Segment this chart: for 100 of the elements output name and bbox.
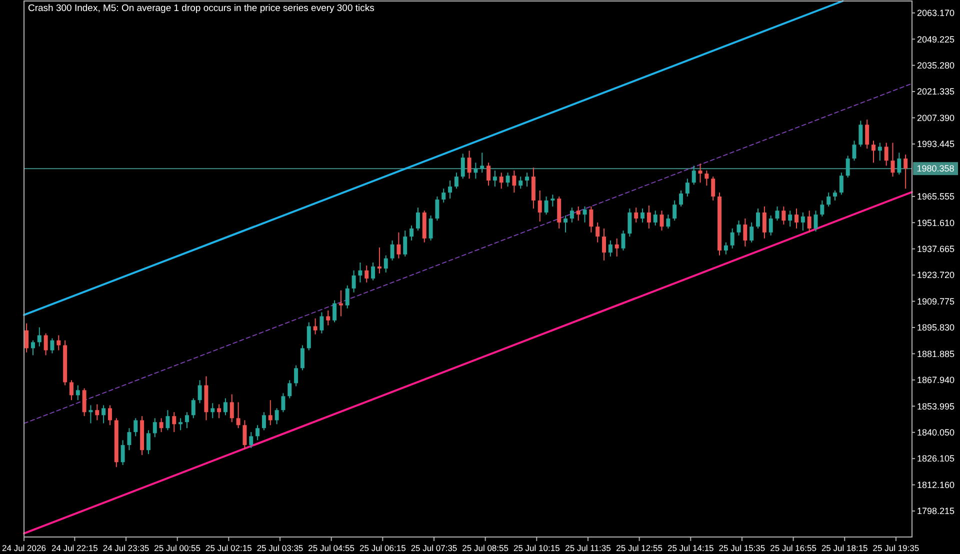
candlestick (904, 154, 908, 190)
candlestick (640, 208, 645, 223)
y-tick-label: 1826.105 (917, 454, 955, 464)
candlestick (846, 155, 850, 178)
x-tick-label: 25 Jul 06:15 (360, 542, 406, 553)
candlestick (102, 404, 106, 424)
y-tick-label: 1881.885 (917, 348, 955, 359)
candlestick (159, 418, 164, 433)
y-tick-label: 2049.225 (917, 34, 955, 44)
y-tick-label: 1937.665 (917, 244, 955, 254)
y-tick-label: 1909.775 (917, 296, 955, 306)
candlestick (800, 212, 805, 232)
candlestick (762, 206, 766, 239)
candlestick (826, 192, 831, 207)
candlestick (332, 300, 337, 323)
y-tick-label: 2063.170 (917, 8, 955, 18)
chart-title: Crash 300 Index, M5: On average 1 drop occurs in the price series every 300 ticks (28, 3, 375, 14)
candlestick (198, 380, 202, 404)
candlestick (396, 232, 401, 259)
y-tick-label: 2035.280 (917, 60, 955, 70)
candlestick (256, 424, 260, 441)
x-tick-label: 24 Jul 2026 (2, 542, 46, 553)
candlestick (858, 120, 863, 148)
candlestick (564, 215, 568, 233)
candlestick (518, 176, 523, 190)
candlestick (152, 418, 157, 438)
candlestick (589, 206, 594, 233)
candlestick (621, 230, 626, 251)
candlestick (82, 388, 86, 417)
candlestick (50, 338, 54, 354)
candlestick (685, 178, 690, 198)
ref-line-label: 1980.358 (916, 164, 954, 174)
candlestick (210, 402, 215, 419)
candlestick (576, 206, 580, 222)
candlestick (512, 170, 516, 194)
candlestick (884, 142, 888, 166)
candlestick (166, 410, 170, 431)
candlestick (262, 412, 266, 431)
candlestick (448, 180, 452, 200)
y-tick-label: 1840.050 (917, 428, 955, 438)
candlestick (672, 200, 677, 222)
candlestick (730, 228, 734, 249)
x-tick-label: 25 Jul 14:15 (667, 542, 714, 553)
candlestick (557, 196, 562, 229)
candlestick (24, 322, 29, 353)
candlestick (178, 418, 183, 431)
candlestick (486, 162, 491, 186)
x-tick-label: 25 Jul 10:15 (513, 542, 560, 553)
candlestick (608, 240, 612, 257)
candlestick (711, 176, 716, 201)
candlestick (268, 400, 272, 426)
candlestick (338, 290, 343, 317)
y-tick-label: 1853.995 (917, 401, 955, 412)
candlestick (442, 188, 446, 204)
candlestick (660, 210, 664, 232)
candlestick (37, 326, 42, 347)
candlestick (794, 208, 798, 229)
candlestick (88, 404, 93, 424)
candlestick (788, 210, 792, 228)
candlestick (467, 150, 472, 180)
y-tick-label: 1867.940 (917, 375, 955, 386)
x-tick-label: 25 Jul 15:35 (718, 542, 766, 553)
candlestick (146, 430, 150, 455)
candlestick (782, 206, 786, 226)
candlestick (274, 408, 279, 425)
candlestick (300, 344, 304, 371)
candlestick (69, 380, 74, 401)
candlestick (614, 238, 619, 257)
candlestick (704, 170, 709, 186)
candlestick (352, 270, 356, 293)
y-tick-label: 1923.720 (917, 270, 955, 280)
x-tick-label: 24 Jul 22:15 (52, 542, 98, 553)
candlestick (134, 418, 138, 437)
x-tick-label: 25 Jul 04:55 (308, 542, 355, 553)
candlestick (172, 412, 176, 433)
x-tick-label: 25 Jul 16:55 (770, 542, 817, 553)
y-tick-label: 1798.215 (917, 506, 955, 516)
candlestick (538, 190, 542, 222)
candlestick (833, 190, 837, 201)
candlestick (281, 392, 286, 413)
x-tick-label: 25 Jul 11:35 (565, 542, 612, 553)
candlestick (474, 162, 478, 180)
candlestick (288, 380, 292, 399)
candlestick (326, 310, 330, 326)
candlestick (897, 152, 902, 176)
candlestick (525, 172, 530, 188)
candlestick (692, 165, 696, 186)
x-tick-label: 24 Jul 23:35 (102, 542, 150, 553)
candlestick (390, 240, 394, 261)
candlestick (410, 224, 414, 242)
candlestick (364, 265, 369, 283)
y-tick-label: 1993.445 (917, 139, 955, 150)
x-tick-label: 25 Jul 00:55 (154, 542, 201, 553)
candlestick (750, 222, 754, 243)
candlestick (756, 208, 760, 229)
candlestick (582, 206, 587, 223)
candlestick (30, 340, 35, 356)
candlestick (506, 172, 510, 188)
candlestick (807, 210, 812, 233)
candlestick (550, 194, 555, 207)
